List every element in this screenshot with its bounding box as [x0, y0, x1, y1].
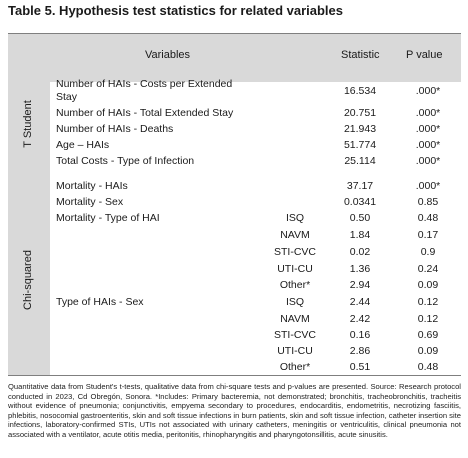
table-footnote: Quantitative data from Student's t-tests…: [8, 382, 461, 439]
table-header: [8, 33, 461, 75]
variable-label: Mortality - HAIs: [56, 180, 128, 192]
p-value: 0.85: [417, 196, 439, 208]
sub-category: ISQ: [285, 212, 305, 224]
bottom-border: [8, 375, 461, 376]
statistic-value: 1.84: [349, 229, 371, 241]
statistic-value: 25.114: [344, 155, 376, 167]
p-value: 0.12: [417, 313, 439, 325]
p-value: .000*: [415, 107, 441, 119]
group-column: [8, 82, 50, 375]
group-label-t-student: T Student: [22, 100, 34, 148]
statistic-value: 21.943: [343, 123, 377, 135]
variable-label: Age – HAIs: [56, 139, 110, 151]
sub-category: Other*: [279, 361, 311, 373]
statistic-value: 51.774: [343, 139, 377, 151]
statistic-value: 2.42: [349, 313, 371, 325]
p-value: .000*: [415, 123, 441, 135]
p-value: 0.09: [417, 345, 439, 357]
header-statistic: Statistic: [341, 49, 380, 61]
variable-label: Number of HAIs - Deaths: [56, 123, 174, 135]
header-variables: Variables: [145, 49, 191, 61]
statistic-value: 2.86: [349, 345, 371, 357]
statistic-value: 2.44: [349, 296, 371, 308]
p-value: 0.9: [420, 246, 436, 258]
statistic-value: 20.751: [343, 107, 377, 119]
statistic-value: 37.17: [346, 180, 374, 192]
header-band: [8, 75, 461, 82]
sub-category: NAVM: [280, 229, 310, 241]
p-value: 0.48: [417, 361, 439, 373]
p-value: .000*: [415, 85, 441, 97]
sub-category: STI-CVC: [274, 329, 316, 341]
p-value: .000*: [415, 139, 441, 151]
sub-category: Other*: [279, 279, 311, 291]
top-border: [8, 33, 461, 34]
table-body: [50, 82, 461, 375]
table-title: Table 5. Hypothesis test statistics for …: [8, 3, 343, 18]
p-value: 0.48: [417, 212, 439, 224]
p-value: 0.24: [417, 263, 439, 275]
sub-category: UTI-CU: [277, 263, 313, 275]
statistic-value: 0.50: [349, 212, 371, 224]
p-value: .000*: [415, 155, 441, 167]
statistic-value: 16.534: [343, 85, 377, 97]
header-pvalue: P value: [406, 49, 443, 61]
statistic-value: 0.02: [349, 246, 371, 258]
sub-category: NAVM: [280, 313, 310, 325]
variable-label: Number of HAIs - Costs per Extended Stay: [56, 78, 233, 103]
statistic-value: 0.16: [349, 329, 371, 341]
variable-label: Number of HAIs - Total Extended Stay: [56, 107, 234, 119]
sub-category: ISQ: [285, 296, 305, 308]
variable-label: Mortality - Type of HAI: [56, 212, 160, 224]
variable-label: Type of HAIs - Sex: [56, 296, 144, 308]
p-value: .000*: [415, 180, 441, 192]
statistic-value: 2.94: [349, 279, 371, 291]
variable-label: Total Costs - Type of Infection: [56, 155, 195, 167]
variable-label: Mortality - Sex: [56, 196, 124, 208]
p-value: 0.69: [417, 329, 439, 341]
statistic-value: 1.36: [349, 263, 371, 275]
statistic-value: 0.51: [349, 361, 371, 373]
p-value: 0.12: [417, 296, 439, 308]
p-value: 0.17: [417, 229, 439, 241]
sub-category: STI-CVC: [274, 246, 316, 258]
p-value: 0.09: [417, 279, 439, 291]
statistic-value: 0.0341: [343, 196, 377, 208]
group-label-chi-squared: Chi-squared: [22, 250, 34, 310]
sub-category: UTI-CU: [277, 345, 313, 357]
